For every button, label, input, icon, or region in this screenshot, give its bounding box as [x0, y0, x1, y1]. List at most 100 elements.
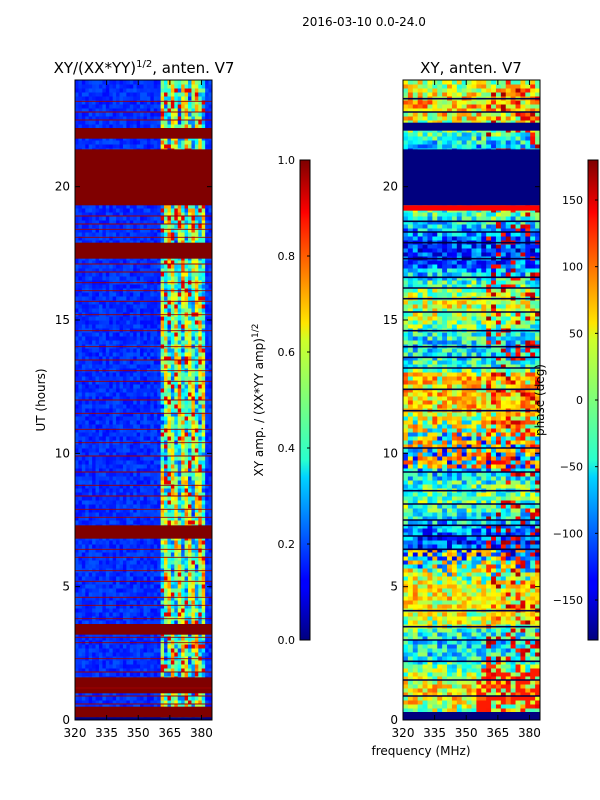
heatmap-cell [92, 520, 97, 525]
heatmap-cell [119, 432, 124, 437]
heatmap-cell [198, 608, 203, 613]
heatmap-cell [119, 304, 124, 309]
heatmap-cell [85, 608, 90, 613]
heatmap-cell [146, 388, 151, 393]
heatmap-cell [205, 620, 210, 625]
heatmap-cell [184, 340, 189, 345]
heatmap-cell [174, 448, 179, 453]
heatmap-cell [98, 296, 103, 301]
heatmap-cell [150, 336, 155, 341]
heatmap-cell [194, 700, 199, 705]
heatmap-cell [201, 452, 206, 457]
heatmap-cell [160, 428, 165, 433]
heatmap-cell [88, 576, 93, 581]
heatmap-cell [184, 412, 189, 417]
heatmap-cell [102, 468, 107, 473]
heatmap-cell [174, 652, 179, 657]
heatmap-cell [160, 500, 165, 505]
heatmap-cell [95, 580, 100, 585]
heatmap-cell [143, 580, 148, 585]
heatmap-cell [143, 588, 148, 593]
heatmap-cell [191, 672, 196, 677]
heatmap-cell [81, 456, 86, 461]
heatmap-cell [75, 644, 79, 649]
heatmap-cell [112, 596, 117, 601]
heatmap-cell [109, 448, 114, 453]
heatmap-cell [75, 448, 79, 453]
heatmap-cell [126, 224, 131, 229]
heatmap-cell [105, 320, 110, 325]
heatmap-cell [143, 476, 148, 481]
heatmap-cell [140, 516, 144, 521]
heatmap-cell [205, 468, 210, 473]
heatmap-cell [170, 228, 175, 233]
heatmap-cell [146, 460, 151, 465]
heatmap-cell [88, 692, 93, 697]
heatmap-cell [116, 264, 121, 269]
heatmap-cell [205, 272, 210, 277]
heatmap-cell [126, 472, 131, 477]
heatmap-cell [188, 652, 192, 657]
heatmap-cell [105, 304, 110, 309]
heatmap-cell [105, 700, 110, 705]
heatmap-cell [164, 228, 168, 233]
heatmap-cell [95, 384, 100, 389]
heatmap-cell [205, 660, 210, 665]
heatmap-cell [191, 220, 196, 225]
heatmap-cell [208, 588, 212, 593]
heatmap-cell [153, 300, 158, 305]
heatmap-cell [112, 236, 117, 241]
heatmap-cell [112, 324, 117, 329]
heatmap-cell [205, 404, 210, 409]
heatmap-cell [143, 472, 148, 477]
heatmap-cell [194, 468, 199, 473]
heatmap-cell [109, 496, 114, 501]
heatmap-cell [157, 696, 162, 701]
heatmap-cell [205, 520, 210, 525]
heatmap-cell [81, 396, 86, 401]
heatmap-cell [198, 416, 203, 421]
heatmap-cell [153, 608, 158, 613]
heatmap-cell [191, 644, 196, 649]
heatmap-cell [160, 544, 165, 549]
heatmap-cell [78, 364, 83, 369]
heatmap-cell [109, 412, 114, 417]
heatmap-cell [98, 512, 103, 517]
heatmap-cell [164, 556, 168, 561]
heatmap-cell [150, 564, 155, 569]
heatmap-cell [143, 672, 148, 677]
heatmap-cell [170, 668, 175, 673]
heatmap-cell [177, 644, 182, 649]
heatmap-cell [126, 468, 131, 473]
heatmap-cell [198, 300, 203, 305]
heatmap-cell [177, 572, 182, 577]
heatmap-cell [177, 412, 182, 417]
heatmap-cell [143, 396, 148, 401]
heatmap-cell [75, 432, 79, 437]
heatmap-cell [157, 456, 162, 461]
heatmap-cell [81, 572, 86, 577]
heatmap-cell [133, 552, 138, 557]
heatmap-cell [208, 492, 212, 497]
heatmap-cell [116, 232, 121, 237]
heatmap-cell [98, 384, 103, 389]
heatmap-cell [109, 228, 114, 233]
heatmap-cell [105, 360, 110, 365]
heatmap-cell [102, 600, 107, 605]
heatmap-cell [174, 548, 179, 553]
heatmap-cell [170, 260, 175, 265]
heatmap-cell [95, 404, 100, 409]
heatmap-cell [201, 588, 206, 593]
heatmap-cell [157, 320, 162, 325]
heatmap-cell [153, 584, 158, 589]
heatmap-cell [81, 300, 86, 305]
heatmap-cell [98, 380, 103, 385]
heatmap-cell [92, 600, 97, 605]
heatmap-cell [177, 660, 182, 665]
heatmap-cell [146, 608, 151, 613]
heatmap-cell [201, 428, 206, 433]
heatmap-cell [81, 660, 86, 665]
heatmap-cell [112, 276, 117, 281]
heatmap-cell [122, 672, 127, 677]
heatmap-cell [122, 412, 127, 417]
